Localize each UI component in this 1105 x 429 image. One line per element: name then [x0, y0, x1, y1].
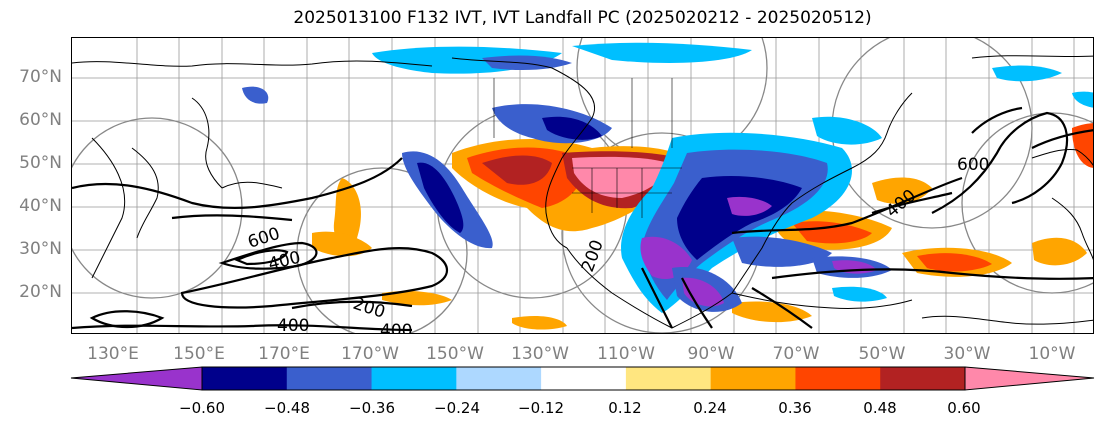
colorbar-swatch [795, 367, 881, 390]
borders [493, 78, 682, 218]
lon-label-50w: 50°W [858, 344, 906, 364]
lon-label-30w: 30°W [943, 344, 991, 364]
colorbar-tick: −0.24 [434, 399, 480, 417]
lat-label-50n: 50°N [19, 153, 62, 173]
colorbar-tick: −0.48 [264, 399, 310, 417]
ivt-contours [72, 106, 1093, 332]
map-title: 2025013100 F132 IVT, IVT Landfall PC (20… [293, 8, 872, 28]
lon-label-130e: 130°E [87, 344, 139, 364]
colorbar [70, 366, 1095, 391]
colorbar-extend-low [71, 367, 202, 390]
contour-label: 400 [266, 248, 302, 275]
colorbar-swatch [371, 367, 457, 390]
lon-label-110w: 110°W [597, 344, 655, 364]
lat-label-60n: 60°N [19, 110, 62, 130]
lon-label-150w: 150°W [426, 344, 484, 364]
colorbar-tick: 0.12 [608, 399, 642, 417]
contour-label: 200 [350, 294, 387, 323]
colorbar-swatch [456, 367, 542, 390]
colorbar-tick: 0.60 [947, 399, 981, 417]
colorbar-swatch [710, 367, 796, 390]
colorbar-swatch [625, 367, 712, 390]
colorbar-tick: 0.36 [778, 399, 812, 417]
contour-label: 400 [277, 316, 309, 334]
map-canvas: 600 400 200 400 400 200 400 600 [72, 38, 1093, 334]
lon-label-130w: 130°W [511, 344, 569, 364]
colorbar-swatch [286, 367, 373, 390]
colorbar-swatch [202, 367, 288, 390]
contour-label: 600 [957, 155, 989, 175]
contour-label: 200 [578, 237, 608, 274]
colorbar-swatch [541, 367, 627, 390]
ivt-positive-shading [312, 123, 1093, 330]
ivt-negative-shading [242, 42, 1093, 313]
lat-label-20n: 20°N [19, 282, 62, 302]
coastlines [72, 55, 1093, 329]
colorbar-swatches [71, 367, 1094, 390]
colorbar-tick: −0.60 [179, 399, 225, 417]
colorbar-extend-high [965, 367, 1094, 390]
colorbar-tick: −0.36 [349, 399, 395, 417]
map-panel: 600 400 200 400 400 200 400 600 [71, 37, 1094, 334]
contour-label: 600 [245, 224, 282, 253]
lat-label-40n: 40°N [19, 196, 62, 216]
lon-label-170w: 170°W [341, 344, 399, 364]
lat-label-30n: 30°N [19, 239, 62, 259]
lon-label-90w: 90°W [687, 344, 735, 364]
colorbar-swatch [880, 367, 966, 390]
lon-label-150e: 150°E [173, 344, 225, 364]
lon-label-170e: 170°E [258, 344, 310, 364]
contour-label: 400 [380, 321, 412, 334]
colorbar-tick: 0.48 [863, 399, 897, 417]
lat-label-70n: 70°N [19, 67, 62, 87]
lon-label-70w: 70°W [772, 344, 820, 364]
colorbar-tick: −0.12 [518, 399, 564, 417]
colorbar-tick: 0.24 [693, 399, 727, 417]
lon-label-10w: 10°W [1028, 344, 1076, 364]
